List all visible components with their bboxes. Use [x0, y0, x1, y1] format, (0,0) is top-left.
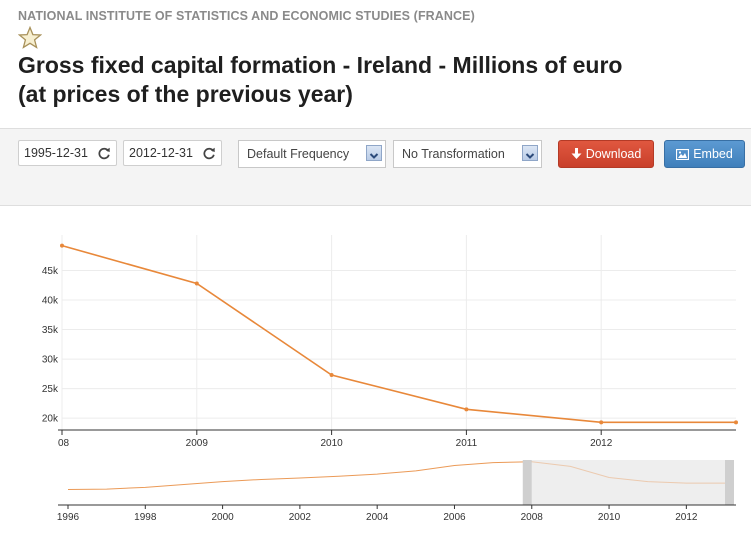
- y-tick-label: 30k: [42, 355, 59, 366]
- data-point: [599, 420, 604, 425]
- navigator-series-line: [531, 461, 725, 484]
- y-tick-label: 20k: [42, 414, 59, 425]
- data-point: [464, 407, 469, 412]
- navigator-window: [531, 460, 725, 505]
- navigator-tick-label: 1996: [57, 512, 80, 523]
- transformation-value: No Transformation: [402, 147, 505, 161]
- frequency-value: Default Frequency: [247, 147, 350, 161]
- main-grid: [61, 235, 736, 430]
- navigator-tick-label: 2002: [289, 512, 312, 523]
- page-title: Gross fixed capital formation - Ireland …: [18, 51, 718, 109]
- refresh-icon[interactable]: [97, 146, 111, 160]
- frequency-select[interactable]: Default Frequency: [238, 140, 386, 168]
- x-tick-label: 2012: [590, 438, 613, 449]
- line-chart[interactable]: 20k 25k 30k 35k 40k 45k 08 2009 2010 2011 2012 199…: [0, 205, 751, 553]
- embed-button[interactable]: Embed: [664, 140, 745, 168]
- refresh-icon[interactable]: [202, 146, 216, 160]
- end-date-value: 2012-12-31: [129, 146, 193, 160]
- data-point: [329, 373, 334, 378]
- embed-label: Embed: [693, 147, 733, 161]
- start-date-field[interactable]: 1995-12-31: [18, 140, 117, 166]
- source-label: NATIONAL INSTITUTE OF STATISTICS AND ECO…: [18, 9, 475, 23]
- dropdown-arrow-icon[interactable]: [522, 145, 538, 161]
- main-series: [60, 243, 738, 425]
- data-point: [194, 281, 199, 286]
- navigator-tick-label: 1998: [134, 512, 157, 523]
- navigator-series-line: [67, 461, 532, 490]
- download-icon: [571, 148, 582, 159]
- transformation-select[interactable]: No Transformation: [393, 140, 542, 168]
- navigator-tick-label: 2012: [675, 512, 698, 523]
- navigator-tick-label: 2008: [521, 512, 544, 523]
- title-line-1: Gross fixed capital formation - Ireland …: [18, 52, 623, 78]
- main-axes: 20k 25k 30k 35k 40k 45k 08 2009 2010 2011 2012: [42, 266, 736, 449]
- data-point: [60, 243, 64, 248]
- start-date-value: 1995-12-31: [24, 146, 88, 160]
- navigator-tick-label: 2006: [443, 512, 466, 523]
- x-tick-label: 2009: [186, 438, 209, 449]
- dropdown-arrow-icon[interactable]: [366, 145, 382, 161]
- navigator-tick-label: 2010: [598, 512, 621, 523]
- y-tick-label: 35k: [42, 325, 59, 336]
- series-line: [61, 244, 736, 424]
- navigator-tick-label: 2004: [366, 512, 389, 523]
- toolbar: 1995-12-31 2012-12-31 Default Frequency …: [0, 128, 751, 206]
- data-point: [734, 420, 738, 425]
- y-tick-label: 25k: [42, 384, 59, 395]
- download-button[interactable]: Download: [558, 140, 654, 168]
- navigator-handle-left: [522, 460, 532, 505]
- navigator[interactable]: 1996 1998 2000 2002 2004 2006 2008 2010 2012: [57, 460, 736, 523]
- navigator-handle-right: [725, 460, 734, 505]
- x-tick-label: 2010: [320, 438, 343, 449]
- navigator-tick-label: 2000: [211, 512, 234, 523]
- x-tick-label: 08: [58, 438, 70, 449]
- y-tick-label: 45k: [42, 266, 59, 277]
- y-tick-label: 40k: [42, 296, 59, 307]
- download-label: Download: [585, 147, 642, 161]
- title-line-2: (at prices of the previous year): [18, 81, 353, 107]
- x-tick-label: 2011: [456, 438, 478, 449]
- image-icon: [676, 148, 690, 161]
- end-date-field[interactable]: 2012-12-31: [123, 140, 222, 166]
- star-icon[interactable]: [18, 26, 42, 50]
